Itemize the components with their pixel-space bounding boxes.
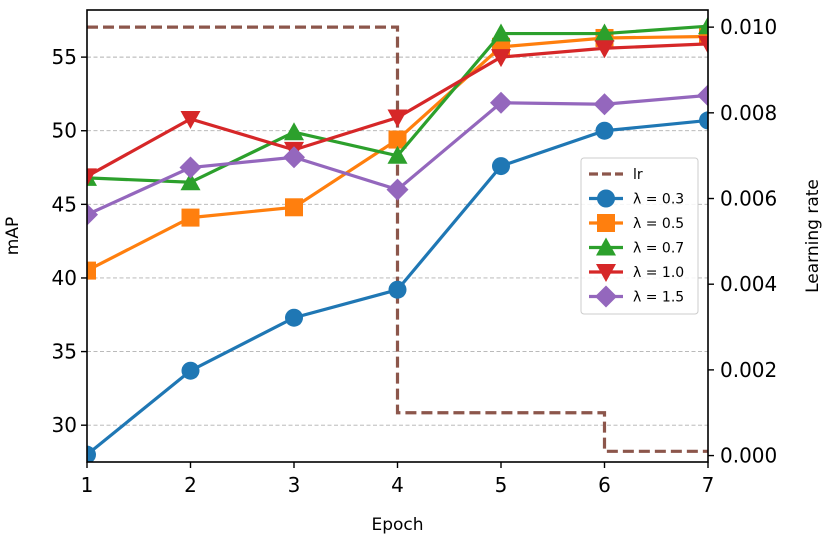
x-tick-label: 7 xyxy=(702,473,715,497)
y-axis-right: 0.000 0.002 0.004 0.006 0.008 0.010 xyxy=(708,15,777,468)
data-point xyxy=(698,16,708,35)
x-axis: 1 2 3 4 5 6 7 xyxy=(81,462,715,497)
data-point xyxy=(594,23,615,42)
x-axis-label: Epoch xyxy=(371,515,423,535)
y-axis-left: 30 35 40 45 50 55 xyxy=(52,45,87,437)
y-tick-label: 40 xyxy=(52,266,77,290)
x-tick-label: 2 xyxy=(184,473,197,497)
legend-label: λ = 0.3 xyxy=(633,192,684,208)
data-point xyxy=(179,156,202,179)
legend-swatch-marker xyxy=(597,189,615,208)
series-3 xyxy=(87,16,708,191)
data-point xyxy=(386,178,409,201)
x-tick-label: 4 xyxy=(391,473,404,497)
data-point xyxy=(491,49,511,68)
legend-swatch-marker xyxy=(596,237,616,256)
legend-swatch-marker xyxy=(597,214,615,232)
x-tick-label: 1 xyxy=(81,473,94,497)
data-point xyxy=(285,198,303,217)
y2-tick-label: 0.004 xyxy=(720,272,777,296)
legend-swatch-marker xyxy=(596,264,616,282)
data-point xyxy=(594,40,615,59)
lr-line xyxy=(87,25,708,453)
data-point xyxy=(283,146,305,169)
data-point xyxy=(490,91,512,114)
y-tick-label: 55 xyxy=(52,45,77,69)
data-point xyxy=(593,93,616,116)
data-point xyxy=(492,157,510,176)
y2-tick-label: 0.006 xyxy=(720,187,777,211)
data-point xyxy=(387,145,408,164)
data-point xyxy=(388,130,407,149)
data-point xyxy=(87,445,96,462)
data-point xyxy=(699,111,708,130)
y-tick-label: 45 xyxy=(52,192,77,216)
data-point xyxy=(595,121,614,140)
y-tick-label: 35 xyxy=(52,340,77,364)
data-point xyxy=(387,109,408,128)
y2-tick-label: 0.002 xyxy=(720,358,777,382)
lr-line-path xyxy=(87,25,708,453)
series-4 xyxy=(87,35,708,187)
legend-label: λ = 1.5 xyxy=(633,290,684,306)
data-point xyxy=(698,35,708,54)
y-tick-label: 30 xyxy=(52,413,77,437)
y2-tick-label: 0.000 xyxy=(720,444,777,468)
data-point xyxy=(181,361,200,380)
data-point xyxy=(180,172,201,191)
series-1 xyxy=(87,111,708,462)
legend-label: λ = 0.7 xyxy=(633,241,684,257)
data-point xyxy=(491,23,511,42)
data-point xyxy=(285,308,303,327)
legend: lr λ = 0.3 λ = 0.5 λ = 0.7 λ = 1.0 λ = 1.5 xyxy=(580,157,699,315)
y2-tick-label: 0.008 xyxy=(720,101,777,125)
data-point xyxy=(180,110,201,129)
y2-axis-label: Learning rate xyxy=(803,179,823,293)
legend-label: λ = 0.5 xyxy=(633,216,684,232)
data-point xyxy=(388,280,407,299)
legend-swatch-marker xyxy=(595,285,617,308)
y-tick-label: 50 xyxy=(52,119,77,143)
data-point xyxy=(87,261,96,280)
data-point xyxy=(87,203,98,226)
data-point xyxy=(87,168,97,187)
data-point xyxy=(697,84,708,107)
x-tick-label: 5 xyxy=(495,473,508,497)
series-5 xyxy=(87,84,708,226)
legend-label: λ = 1.0 xyxy=(633,265,684,281)
x-tick-label: 6 xyxy=(598,473,611,497)
y2-tick-label: 0.010 xyxy=(720,15,777,39)
y-axis-label: mAP xyxy=(3,217,23,255)
x-tick-label: 3 xyxy=(288,473,301,497)
series-group xyxy=(87,16,708,462)
data-point xyxy=(284,122,304,141)
legend-label: lr xyxy=(633,167,643,183)
data-point xyxy=(181,208,200,227)
